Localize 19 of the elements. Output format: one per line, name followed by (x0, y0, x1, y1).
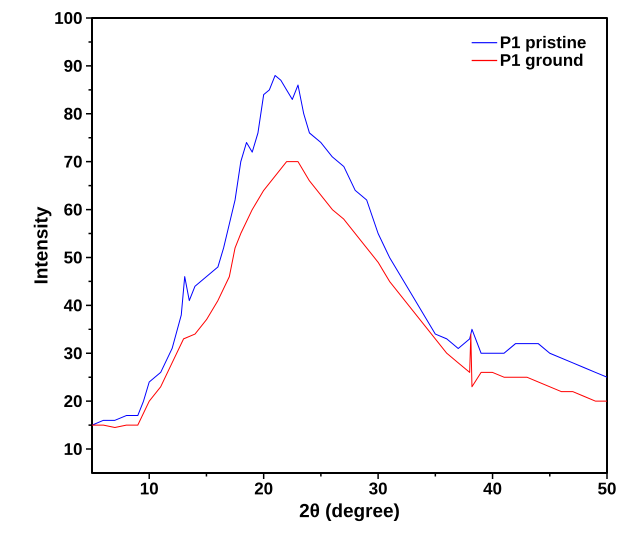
x-tick-label: 50 (598, 482, 616, 495)
x-tick-label: 10 (140, 482, 158, 495)
legend-label: P1 ground (500, 54, 582, 70)
y-tick-label: 70 (64, 156, 82, 168)
y-tick-label: 90 (64, 60, 82, 72)
x-tick-label: 20 (254, 482, 272, 495)
y-tick-label: 80 (64, 108, 82, 120)
y-tick-label: 40 (64, 299, 82, 312)
legend-label: P1 pristine (500, 36, 586, 52)
x-tick-label: 40 (483, 482, 502, 495)
y-tick-label: 10 (64, 443, 82, 456)
y-tick-label: 100 (55, 12, 82, 24)
x-axis-title: 2θ (degree) (300, 503, 399, 522)
y-tick-label: 60 (64, 204, 82, 216)
y-tick-label: 20 (64, 395, 82, 408)
y-axis-title: Intensity (34, 206, 52, 284)
y-tick-label: 50 (64, 251, 82, 264)
x-tick-label: 30 (369, 482, 387, 495)
y-tick-label: 30 (64, 347, 82, 360)
